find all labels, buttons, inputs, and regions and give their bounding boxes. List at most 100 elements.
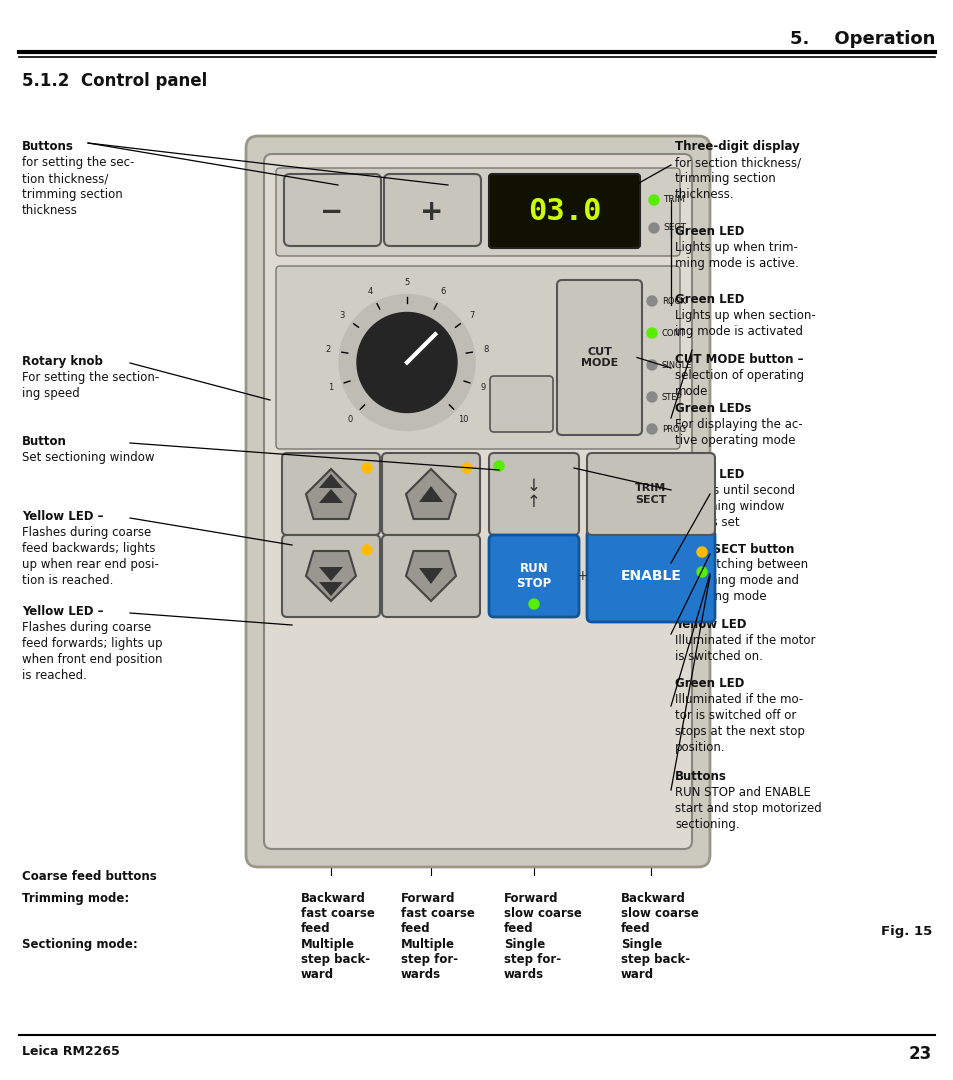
FancyBboxPatch shape [489,535,578,617]
Text: −: − [320,198,343,226]
Text: SINGLE: SINGLE [661,361,692,369]
Circle shape [529,599,538,609]
Text: ming mode is active.: ming mode is active. [675,257,798,270]
Text: start and stop motorized: start and stop motorized [675,802,821,815]
Text: Green LED: Green LED [675,293,743,306]
FancyBboxPatch shape [489,453,578,535]
Circle shape [646,424,657,434]
Circle shape [697,567,706,577]
Text: Fig. 15: Fig. 15 [880,924,931,939]
Text: +: + [576,569,587,583]
Text: 5.1.2  Control panel: 5.1.2 Control panel [22,72,207,90]
Text: up when rear end posi-: up when rear end posi- [22,558,159,571]
Polygon shape [318,567,343,581]
Text: Buttons: Buttons [22,140,73,153]
Text: CUT
MODE: CUT MODE [580,347,618,368]
Text: CUT MODE button –: CUT MODE button – [675,353,802,366]
Text: Rotary knob: Rotary knob [22,355,103,368]
Text: for section thickness/: for section thickness/ [675,156,801,168]
Text: 0: 0 [348,415,353,423]
Text: trimming section: trimming section [675,172,775,185]
Text: Single
step back-
ward: Single step back- ward [620,939,689,981]
Text: CONT: CONT [661,328,685,337]
FancyBboxPatch shape [282,453,379,535]
Text: Illuminated if the motor: Illuminated if the motor [675,634,815,647]
Text: is switched on.: is switched on. [675,650,762,663]
Text: PROG: PROG [661,424,685,433]
Polygon shape [406,469,456,519]
Text: Sectioning mode:: Sectioning mode: [22,939,137,951]
Circle shape [646,392,657,402]
Text: sectioning.: sectioning. [675,818,739,831]
Text: RUN STOP and ENABLE: RUN STOP and ENABLE [675,786,810,799]
Text: Trimming mode:: Trimming mode: [22,892,129,905]
Text: Backward
slow coarse
feed: Backward slow coarse feed [620,892,699,935]
Text: trimming mode: trimming mode [675,590,766,603]
Text: Buttons: Buttons [675,770,726,783]
Text: 5: 5 [404,278,409,287]
Circle shape [697,546,706,557]
Polygon shape [306,469,355,519]
Polygon shape [418,486,442,502]
FancyBboxPatch shape [489,174,639,248]
Text: ↑: ↑ [526,492,540,511]
Text: tor is switched off or: tor is switched off or [675,708,796,723]
Polygon shape [418,568,442,584]
Circle shape [361,463,372,473]
Polygon shape [406,551,456,600]
Circle shape [461,463,472,473]
Circle shape [356,312,456,413]
Text: SECT: SECT [662,224,685,232]
Text: Multiple
step for-
wards: Multiple step for- wards [400,939,457,981]
Text: Leica RM2265: Leica RM2265 [22,1045,120,1058]
Text: tion is reached.: tion is reached. [22,573,113,588]
FancyBboxPatch shape [282,535,379,617]
Text: ROCK: ROCK [661,297,685,306]
Text: ing speed: ing speed [22,387,80,400]
Polygon shape [318,582,343,596]
Text: Green LED: Green LED [675,225,743,238]
Text: Lights up when section-: Lights up when section- [675,309,815,322]
Text: thickness: thickness [22,204,78,217]
Text: Yellow LED –: Yellow LED – [22,510,103,523]
Circle shape [646,328,657,338]
Text: Green LEDs: Green LEDs [675,402,751,415]
Text: For setting the section-: For setting the section- [22,372,159,384]
FancyBboxPatch shape [264,154,691,849]
FancyBboxPatch shape [275,168,679,256]
FancyBboxPatch shape [384,174,480,246]
Text: Single
step for-
wards: Single step for- wards [503,939,560,981]
Text: Yellow LED: Yellow LED [675,618,745,631]
Text: 3: 3 [339,311,345,320]
Polygon shape [306,551,355,600]
Text: Coarse feed buttons: Coarse feed buttons [22,870,156,883]
Text: Button: Button [22,435,67,448]
Text: Multiple
step back-
ward: Multiple step back- ward [301,939,370,981]
Text: TRIM/SECT button: TRIM/SECT button [675,542,794,555]
Text: Set sectioning window: Set sectioning window [22,451,154,464]
Text: Green LED: Green LED [675,468,743,481]
Text: sectioning window: sectioning window [675,500,783,513]
FancyBboxPatch shape [586,530,714,622]
FancyBboxPatch shape [586,453,714,535]
FancyBboxPatch shape [275,266,679,449]
Text: 8: 8 [483,346,488,354]
Text: for setting the sec-: for setting the sec- [22,156,134,168]
Text: 5.    Operation: 5. Operation [789,30,934,48]
Text: feed backwards; lights: feed backwards; lights [22,542,155,555]
Text: STEP: STEP [661,392,682,402]
Text: Flashes until second: Flashes until second [675,484,794,497]
Text: Three-digit display: Three-digit display [675,140,799,153]
Text: Forward
fast coarse
feed: Forward fast coarse feed [400,892,475,935]
Text: is reached.: is reached. [22,669,87,681]
Text: For switching between: For switching between [675,558,807,571]
Text: stops at the next stop: stops at the next stop [675,725,804,738]
FancyBboxPatch shape [490,376,553,432]
Text: 1: 1 [328,382,334,392]
Text: 7: 7 [469,311,474,320]
Text: trimming section: trimming section [22,188,123,201]
Text: Backward
fast coarse
feed: Backward fast coarse feed [301,892,375,935]
Circle shape [338,295,475,431]
Text: TRIM
SECT: TRIM SECT [635,483,666,504]
Text: tive operating mode: tive operating mode [675,434,795,447]
